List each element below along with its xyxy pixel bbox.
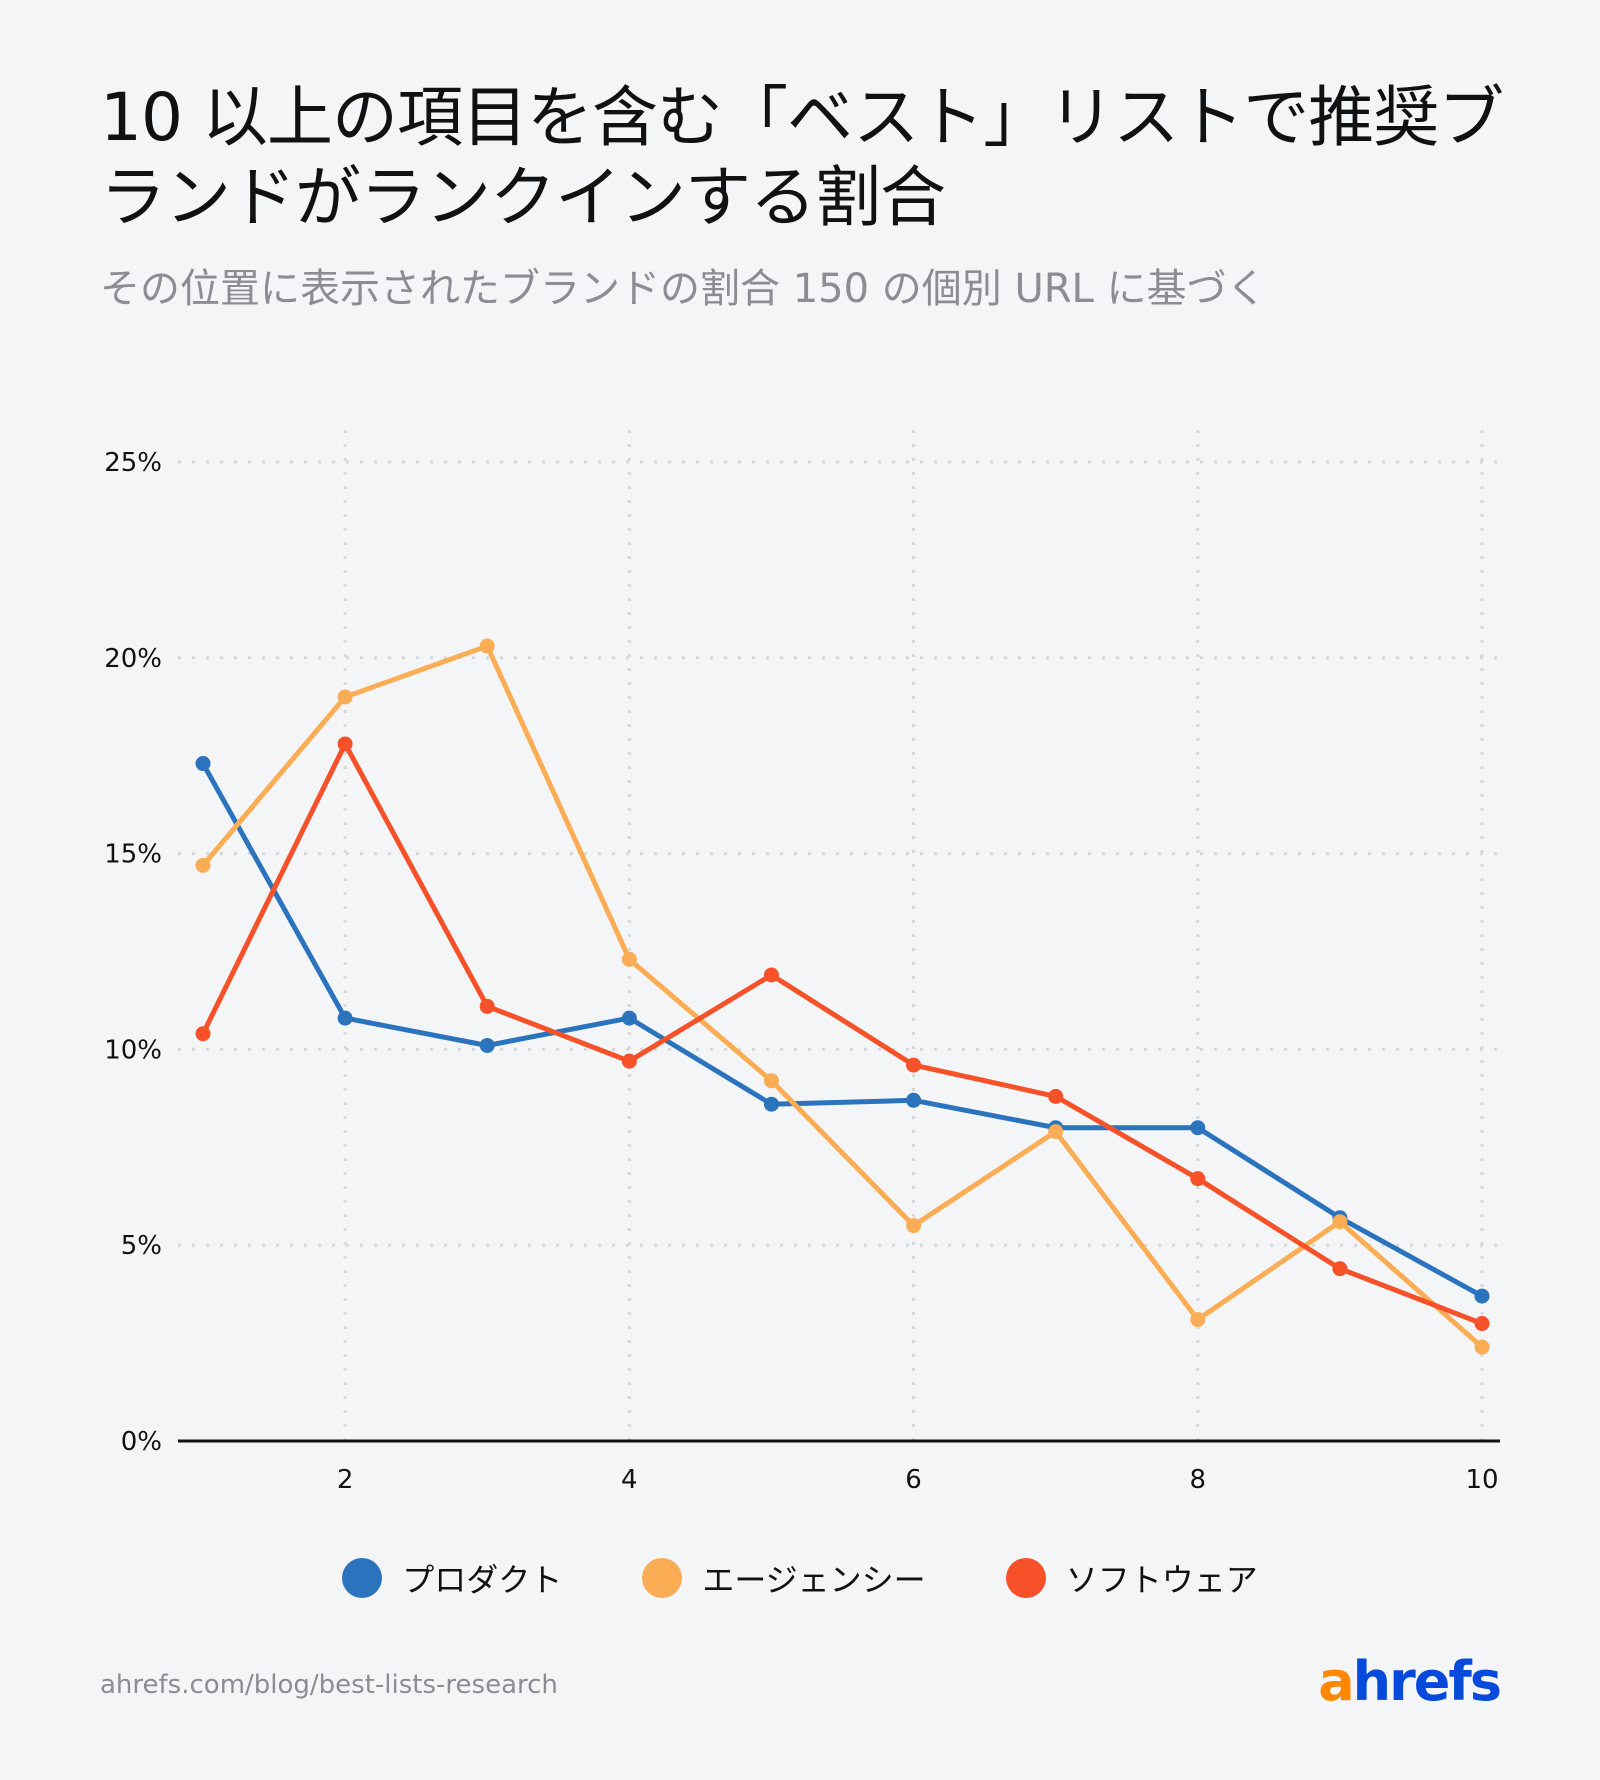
- legend: プロダクト エージェンシー ソフトウェア: [0, 1555, 1600, 1601]
- series-line: [200, 741, 1483, 1326]
- y-tick-label: 20%: [104, 644, 162, 674]
- data-point: [763, 967, 779, 983]
- legend-item-software: ソフトウェア: [1005, 1555, 1258, 1601]
- data-point: [1474, 1339, 1490, 1355]
- ahrefs-logo: ahrefs: [1318, 1650, 1502, 1713]
- legend-swatch: [1005, 1558, 1046, 1598]
- legend-swatch: [342, 1558, 383, 1598]
- data-point: [1190, 1171, 1206, 1187]
- chart-title: 10 以上の項目を含む「ベスト」リストで推奨ブランドがランクインする割合: [100, 79, 1504, 236]
- data-point: [906, 1057, 922, 1073]
- data-point: [621, 1010, 637, 1026]
- x-tick-label: 2: [337, 1465, 354, 1495]
- data-point: [479, 638, 495, 654]
- data-point: [763, 1096, 779, 1112]
- legend-label: エージェンシー: [702, 1561, 926, 1599]
- data-point: [479, 998, 495, 1014]
- data-point: [1190, 1312, 1206, 1328]
- data-point: [1332, 1214, 1348, 1230]
- y-tick-label: 10%: [104, 1035, 162, 1065]
- data-point: [337, 1010, 353, 1026]
- data-point: [337, 689, 353, 705]
- data-point: [763, 1073, 779, 1089]
- data-point: [1332, 1261, 1348, 1277]
- data-point: [195, 756, 211, 772]
- legend-item-agency: エージェンシー: [642, 1555, 926, 1601]
- data-point: [621, 1053, 637, 1069]
- data-point: [1048, 1088, 1064, 1104]
- data-point: [906, 1218, 922, 1234]
- data-point: [195, 857, 211, 873]
- legend-swatch: [642, 1558, 683, 1598]
- series-line: [200, 762, 1484, 1299]
- x-tick-label: 8: [1190, 1465, 1207, 1495]
- legend-label: ソフトウェア: [1065, 1561, 1258, 1599]
- legend-item-product: プロダクト: [342, 1555, 562, 1601]
- data-point: [1190, 1120, 1206, 1136]
- data-point: [337, 736, 353, 752]
- data-point: [1048, 1124, 1064, 1140]
- x-tick-label: 6: [905, 1465, 922, 1495]
- data-point: [906, 1092, 922, 1108]
- chart-subtitle: その位置に表示されたブランドの割合 150 の個別 URL に基づく: [100, 266, 1267, 312]
- y-tick-label: 5%: [121, 1231, 162, 1261]
- data-point: [1474, 1316, 1490, 1332]
- y-tick-label: 25%: [104, 448, 162, 478]
- series-line: [201, 643, 1484, 1349]
- data-point: [479, 1037, 495, 1053]
- source-link[interactable]: ahrefs.com/blog/best-lists-research: [100, 1670, 558, 1700]
- y-tick-label: 0%: [121, 1427, 162, 1457]
- y-tick-label: 15%: [104, 840, 162, 870]
- data-point: [621, 951, 637, 967]
- legend-label: プロダクト: [402, 1561, 563, 1599]
- data-point: [1474, 1288, 1490, 1304]
- x-tick-label: 4: [621, 1465, 638, 1495]
- data-point: [195, 1026, 211, 1042]
- x-tick-label: 10: [1465, 1465, 1498, 1495]
